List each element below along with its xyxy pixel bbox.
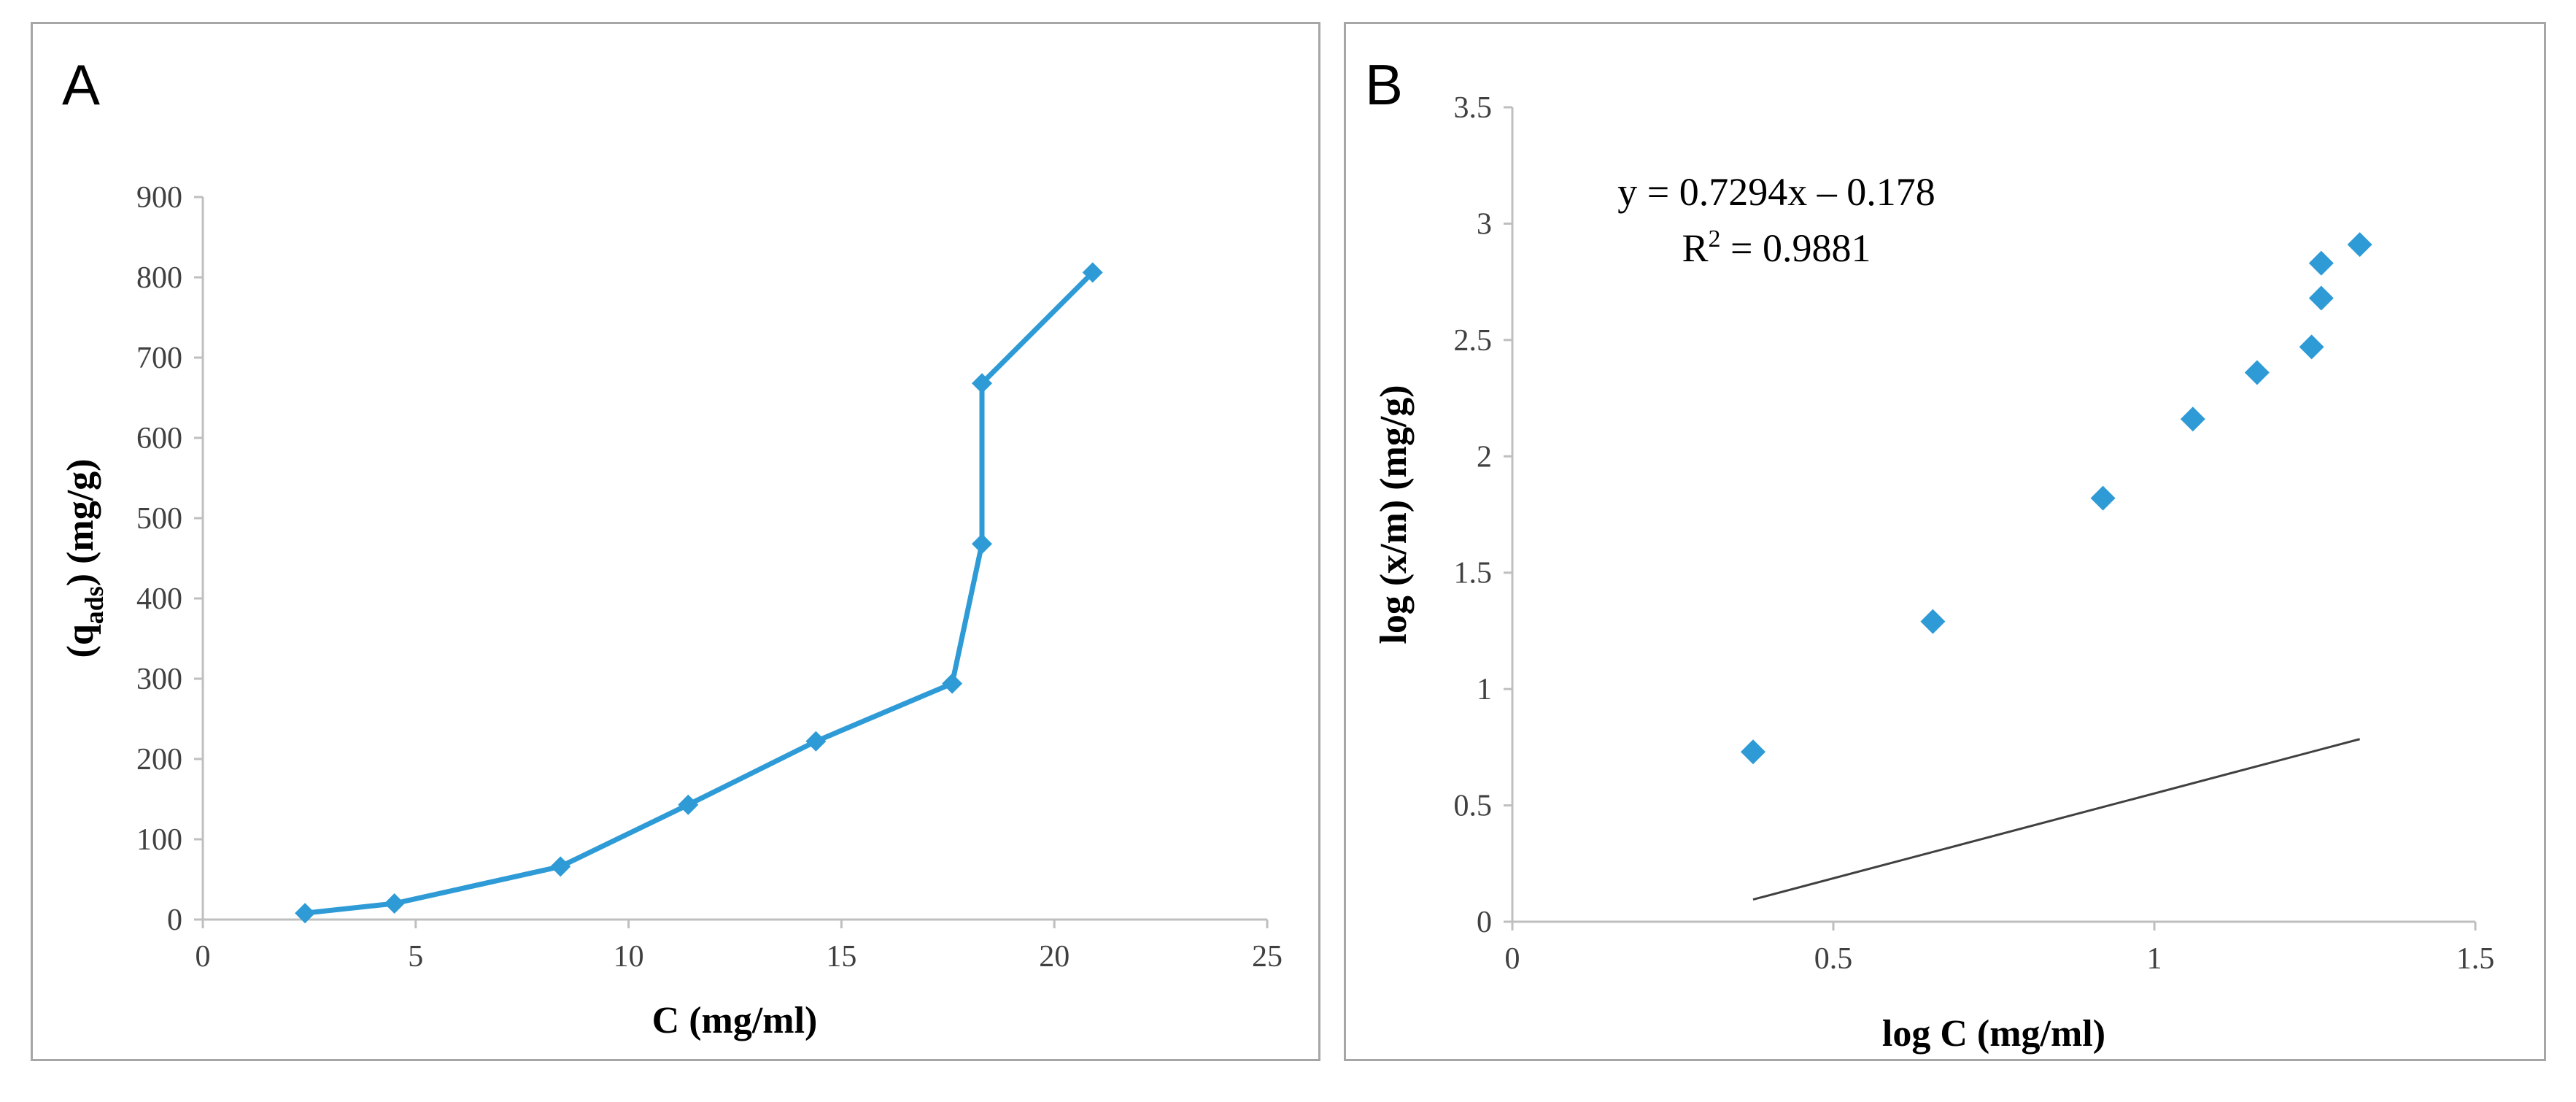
x-tick-label: 25: [1252, 940, 1283, 974]
y-tick-label: 1.5: [1454, 557, 1493, 590]
y-axis-title-a-sub: ads: [80, 586, 109, 624]
y-axis-title-a: (qads) (mg/g): [60, 459, 109, 658]
panel-b: B 0 0.5 1 1.5 0 0.5 1 1.5 2 2.5 3 3.5 y = 0.7294x –…: [1344, 22, 2546, 1061]
ticks-b: 0 0.5 1 1.5 0 0.5 1 1.5 2 2.5 3 3.5: [1454, 91, 2495, 976]
data-point: [2347, 232, 2372, 258]
x-tick-label: 0: [1505, 942, 1520, 976]
r2-prefix: R: [1682, 226, 1709, 270]
chart-a-svg: A 0 5 10 15 20 25 0 100 200 300 400 500 600 700 800 900…: [60, 53, 1283, 1041]
y-tick-label: 500: [136, 502, 182, 536]
trendline-b: [1752, 738, 2360, 901]
data-point: [971, 373, 992, 394]
y-tick-label: 100: [136, 823, 182, 857]
x-tick-label: 15: [826, 940, 856, 974]
trendline: [1752, 738, 2360, 901]
chart-b-svg: B 0 0.5 1 1.5 0 0.5 1 1.5 2 2.5 3 3.5 y = 0.7294x –…: [1365, 53, 2495, 1055]
r2-value: = 0.9881: [1721, 226, 1871, 270]
data-point: [2308, 285, 2334, 311]
series-b: [1741, 232, 2372, 765]
data-point: [2308, 250, 2334, 276]
y-tick-label: 1: [1477, 673, 1492, 706]
panel-label-a: A: [62, 53, 100, 117]
y-axis-title-b: log (x/m) (mg/g): [1373, 385, 1415, 644]
x-tick-label: 10: [614, 940, 644, 974]
x-axis-title-a: C (mg/ml): [652, 1000, 818, 1041]
y-tick-label: 300: [136, 663, 182, 696]
y-tick-label: 0: [1477, 906, 1492, 939]
equation-annotation: y = 0.7294x – 0.178: [1617, 170, 1935, 214]
y-tick-label: 700: [136, 342, 182, 375]
data-point: [678, 794, 699, 815]
data-point: [2180, 406, 2205, 432]
y-tick-label: 800: [136, 261, 182, 295]
y-tick-label: 200: [136, 743, 182, 777]
panel-label-b: B: [1365, 53, 1403, 117]
data-point: [942, 673, 963, 694]
r2-sup: 2: [1709, 226, 1721, 253]
data-point: [1082, 262, 1103, 283]
data-point: [805, 731, 827, 752]
y-tick-label: 2.5: [1454, 324, 1493, 358]
data-point: [2090, 485, 2116, 511]
y-tick-label: 0.5: [1454, 790, 1493, 823]
y-tick-label: 0: [167, 903, 182, 937]
y-tick-label: 3.5: [1454, 91, 1493, 125]
y-tick-label: 3: [1477, 207, 1492, 241]
y-tick-label: 2: [1477, 440, 1492, 474]
data-point: [1920, 609, 1946, 634]
x-tick-label: 5: [408, 940, 423, 974]
data-point: [295, 903, 316, 924]
data-point: [550, 856, 571, 877]
ticks-a: 0 5 10 15 20 25 0 100 200 300 400 500 600 700 800 900: [136, 181, 1283, 974]
y-tick-label: 600: [136, 422, 182, 455]
data-point: [1741, 739, 1765, 765]
data-point: [2244, 360, 2270, 385]
r-squared-annotation: R2 = 0.9881: [1682, 226, 1871, 270]
series-line: [304, 270, 1095, 916]
data-point: [2299, 334, 2324, 360]
x-tick-label: 1: [2147, 942, 2162, 976]
series-a: [295, 262, 1103, 924]
y-axis-title-a-main: (q: [60, 624, 101, 658]
x-axis-title-b: log C (mg/ml): [1882, 1013, 2105, 1055]
x-tick-label: 0.5: [1814, 942, 1853, 976]
panel-a: A 0 5 10 15 20 25 0 100 200 300 400 500 600 700 800 900…: [31, 22, 1320, 1061]
y-tick-label: 900: [136, 181, 182, 215]
x-tick-label: 1.5: [2456, 942, 2495, 976]
y-tick-label: 400: [136, 582, 182, 616]
data-point: [971, 533, 992, 555]
x-tick-label: 0: [196, 940, 211, 974]
y-axis-title-a-tail: ) (mg/g): [60, 459, 101, 587]
data-point: [384, 893, 405, 914]
x-tick-label: 20: [1039, 940, 1070, 974]
